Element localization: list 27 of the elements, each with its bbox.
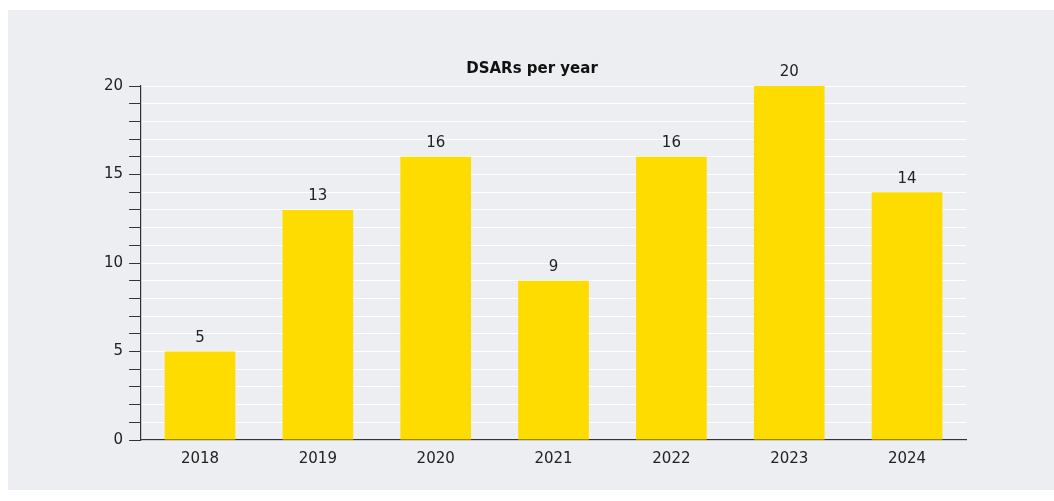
x-tick-label: 2023 — [770, 448, 809, 467]
data-label: 14 — [897, 168, 917, 187]
y-tick-label: 15 — [103, 164, 124, 183]
data-label: 20 — [779, 62, 799, 81]
y-tick-label: 10 — [103, 252, 124, 271]
data-label: 5 — [195, 327, 205, 346]
data-label: 16 — [426, 133, 446, 152]
data-label: 13 — [308, 186, 328, 205]
bar — [164, 351, 236, 440]
bar — [871, 192, 943, 440]
x-tick-label: 2022 — [652, 448, 691, 467]
bar — [518, 280, 589, 440]
x-tick-label: 2020 — [416, 448, 455, 467]
bar — [400, 156, 472, 440]
y-tick-label: 20 — [103, 75, 124, 94]
x-tick-label: 2024 — [887, 448, 927, 467]
bar — [753, 86, 825, 440]
chart-title: DSARs per year — [466, 58, 599, 77]
y-tick-label: 0 — [113, 429, 124, 448]
bar — [282, 209, 354, 440]
x-tick-label: 2018 — [180, 448, 220, 467]
x-tick-label: 2021 — [534, 448, 573, 467]
data-label: 9 — [548, 257, 559, 276]
bar — [636, 156, 707, 440]
y-tick-label: 5 — [113, 341, 124, 360]
data-label: 16 — [661, 133, 681, 152]
x-tick-label: 2019 — [298, 448, 337, 467]
